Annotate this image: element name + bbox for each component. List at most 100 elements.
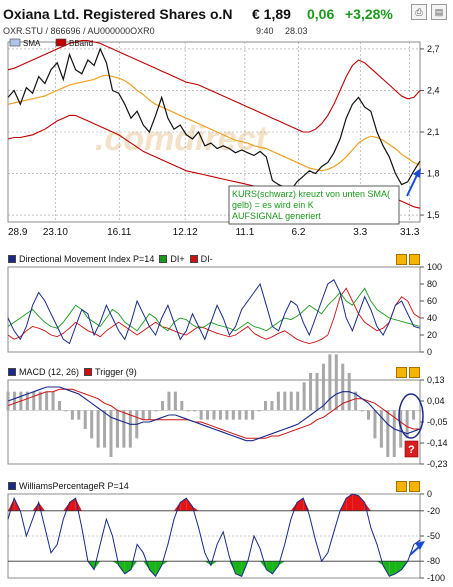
buy-signal-arrow <box>406 172 419 197</box>
macd-histogram-bar <box>367 410 370 420</box>
panel-0-y-tick-label: 2,1 <box>427 127 440 137</box>
macd-histogram-bar <box>154 410 158 412</box>
di-plus-line <box>7 287 421 332</box>
macd-histogram-bar <box>83 410 87 429</box>
oversold-fill <box>266 561 273 574</box>
macd-histogram-bar <box>103 410 107 448</box>
macd-histogram-bar <box>167 391 171 411</box>
williams-legend-swatch <box>8 482 16 490</box>
oversold-fill <box>112 561 119 566</box>
williams-close-button[interactable] <box>409 481 420 492</box>
price-x-tick-label: 23.10 <box>43 227 68 238</box>
oversold-fill <box>395 561 402 574</box>
williams-settings-button[interactable] <box>396 481 407 492</box>
quote-header: Oxiana Ltd. Registered Shares o.N € 1,89… <box>0 0 453 40</box>
dmi-close-button[interactable] <box>409 254 420 265</box>
oversold-fill <box>124 561 131 574</box>
overbought-fill <box>192 506 199 511</box>
price-x-tick-label: 16.11 <box>107 227 132 238</box>
oversold-fill <box>210 561 218 566</box>
di-minus-label: DI- <box>200 254 213 264</box>
macd-histogram-bar <box>25 391 29 411</box>
sma-legend-label: SMA <box>23 39 41 48</box>
panel-2-y-tick-label: 0,04 <box>427 396 445 406</box>
oversold-fill <box>389 561 396 577</box>
panel-0-y-tick-label: 1,5 <box>427 210 440 220</box>
macd-histogram-bar <box>276 391 280 411</box>
overbought-fill <box>358 495 365 511</box>
macd-histogram-bar <box>32 391 36 411</box>
macd-histogram-bar <box>418 410 422 412</box>
trigger-line <box>7 388 420 439</box>
macd-title: MACD (12, 26) <box>19 367 80 377</box>
macd-close-button[interactable] <box>409 367 420 378</box>
macd-histogram-bar <box>283 391 287 411</box>
macd-histogram-bar <box>373 410 377 439</box>
macd-histogram-bar <box>199 410 203 420</box>
news-icon[interactable]: ▤ <box>431 4 447 20</box>
bband-legend-swatch <box>55 38 67 47</box>
overbought-fill <box>352 494 359 511</box>
oversold-fill <box>118 561 125 574</box>
panel-1-frame <box>7 266 421 353</box>
oversold-fill <box>376 561 384 566</box>
bband-legend-label: BBand <box>69 39 93 48</box>
macd-histogram-bar <box>264 401 267 411</box>
oversold-fill <box>161 561 168 566</box>
macd-histogram-bar <box>64 410 68 412</box>
sma-line <box>7 74 421 172</box>
overbought-fill <box>8 498 15 511</box>
dmi-legend-swatch <box>8 255 16 263</box>
macd-histogram-bar <box>321 363 325 411</box>
print-icon[interactable]: ⎙ <box>411 4 427 20</box>
overbought-fill <box>174 502 181 511</box>
price-x-tick-label: 6.2 <box>292 227 306 238</box>
williams-y-tick-label: -20 <box>427 506 440 516</box>
oversold-fill <box>272 561 279 574</box>
macd-histogram-bar <box>296 391 300 411</box>
macd-histogram-bar <box>360 410 364 412</box>
macd-histogram-bar <box>257 410 261 412</box>
williams-y-tick-label: -80 <box>427 556 440 566</box>
ticker-line: OXR.STU / 866696 / AU000000OXR0 <box>3 26 155 36</box>
overbought-fill <box>32 502 39 511</box>
trigger-swatch <box>84 368 93 376</box>
macd-histogram-bar <box>148 410 152 420</box>
oversold-fill <box>149 561 156 577</box>
di-plus-label: DI+ <box>170 254 185 264</box>
trigger-label: Trigger (9) <box>95 367 137 377</box>
macd-line <box>7 386 421 442</box>
help-marker-glyph: ? <box>408 444 415 456</box>
macd-histogram-bar <box>173 391 177 411</box>
overbought-fill <box>346 494 353 511</box>
macd-histogram-bar <box>309 373 313 411</box>
macd-histogram-bar <box>244 410 248 420</box>
macd-histogram-bar <box>231 410 235 420</box>
macd-histogram-bar <box>328 354 332 411</box>
current-price: € 1,89 <box>252 6 291 22</box>
annotation-text: gelb) = es wird ein K <box>232 200 314 210</box>
macd-histogram-bar <box>141 410 145 420</box>
watermark-text: .comdirect <box>95 120 269 158</box>
macd-histogram-bar <box>122 410 126 448</box>
buy-signal-arrowhead <box>413 168 421 178</box>
macd-histogram-bar <box>90 410 94 439</box>
bband-upper-line <box>7 40 421 133</box>
macd-histogram-bar <box>302 382 306 411</box>
macd-histogram-bar <box>115 410 119 448</box>
panel-2-y-tick-label: -0,23 <box>427 459 448 469</box>
overbought-fill <box>186 498 193 511</box>
macd-histogram-bar <box>12 391 16 411</box>
dmi-settings-button[interactable] <box>396 254 407 265</box>
panel-2-y-tick-label: -0,05 <box>427 417 448 427</box>
macd-histogram-bar <box>38 391 42 411</box>
price-x-tick-label: 12.12 <box>173 227 198 238</box>
panel-1-y-tick-label: 20 <box>427 330 437 340</box>
macd-histogram-bar <box>379 410 383 448</box>
macd-histogram-bar <box>405 410 409 439</box>
overbought-fill <box>63 502 70 511</box>
macd-settings-button[interactable] <box>396 367 407 378</box>
price-x-tick-label: 3.3 <box>353 227 367 238</box>
dmi-panel-header: Directional Movement Index P=14 DI+ DI- <box>8 254 420 267</box>
macd-histogram-bar <box>392 410 396 457</box>
